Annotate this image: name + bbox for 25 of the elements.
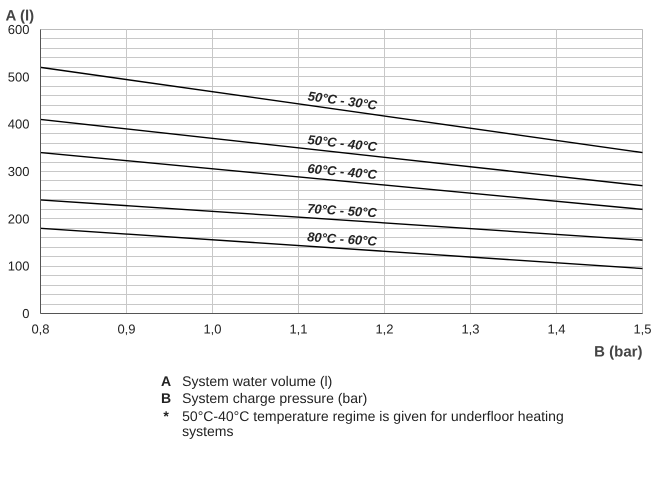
y-tick-label: 600 (8, 22, 30, 37)
x-axis-title: B (bar) (594, 344, 643, 360)
text: * 50°C-40°C temperature regime is given for underfloor heating systems (162, 408, 565, 441)
y-tick-label: 100 (8, 258, 30, 274)
x-tick-label: 1,5 (633, 322, 652, 336)
y-tick-label: 500 (8, 69, 30, 84)
x-tick-label: 0,8 (31, 322, 50, 336)
series-label: 70°C - 50°C (306, 200, 378, 220)
text: 60°C - 40°C (306, 160, 378, 182)
text: 50°C - 40°C (306, 132, 378, 154)
x-tick-label: 1,3 (461, 322, 480, 336)
x-tick-label: 1,1 (289, 322, 308, 336)
y-tick-label: 400 (8, 116, 30, 132)
text: 50°C - 30°C (307, 88, 379, 113)
x-tick-label: 1,4 (547, 322, 566, 336)
x-tick-label: 1,2 (375, 322, 394, 336)
text: A System water volume (l) (160, 373, 334, 390)
x-tick-label: 0,9 (117, 322, 136, 336)
y-tick-label: 200 (8, 211, 30, 226)
y-tick-label: 0 (22, 306, 30, 321)
y-tick-label: 300 (8, 164, 30, 179)
text: B System charge pressure (bar) (160, 390, 368, 408)
y-axis-title: A (l) (6, 8, 34, 24)
series-label: 80°C - 60°C (306, 229, 378, 249)
x-tick-label: 1,0 (203, 322, 222, 336)
